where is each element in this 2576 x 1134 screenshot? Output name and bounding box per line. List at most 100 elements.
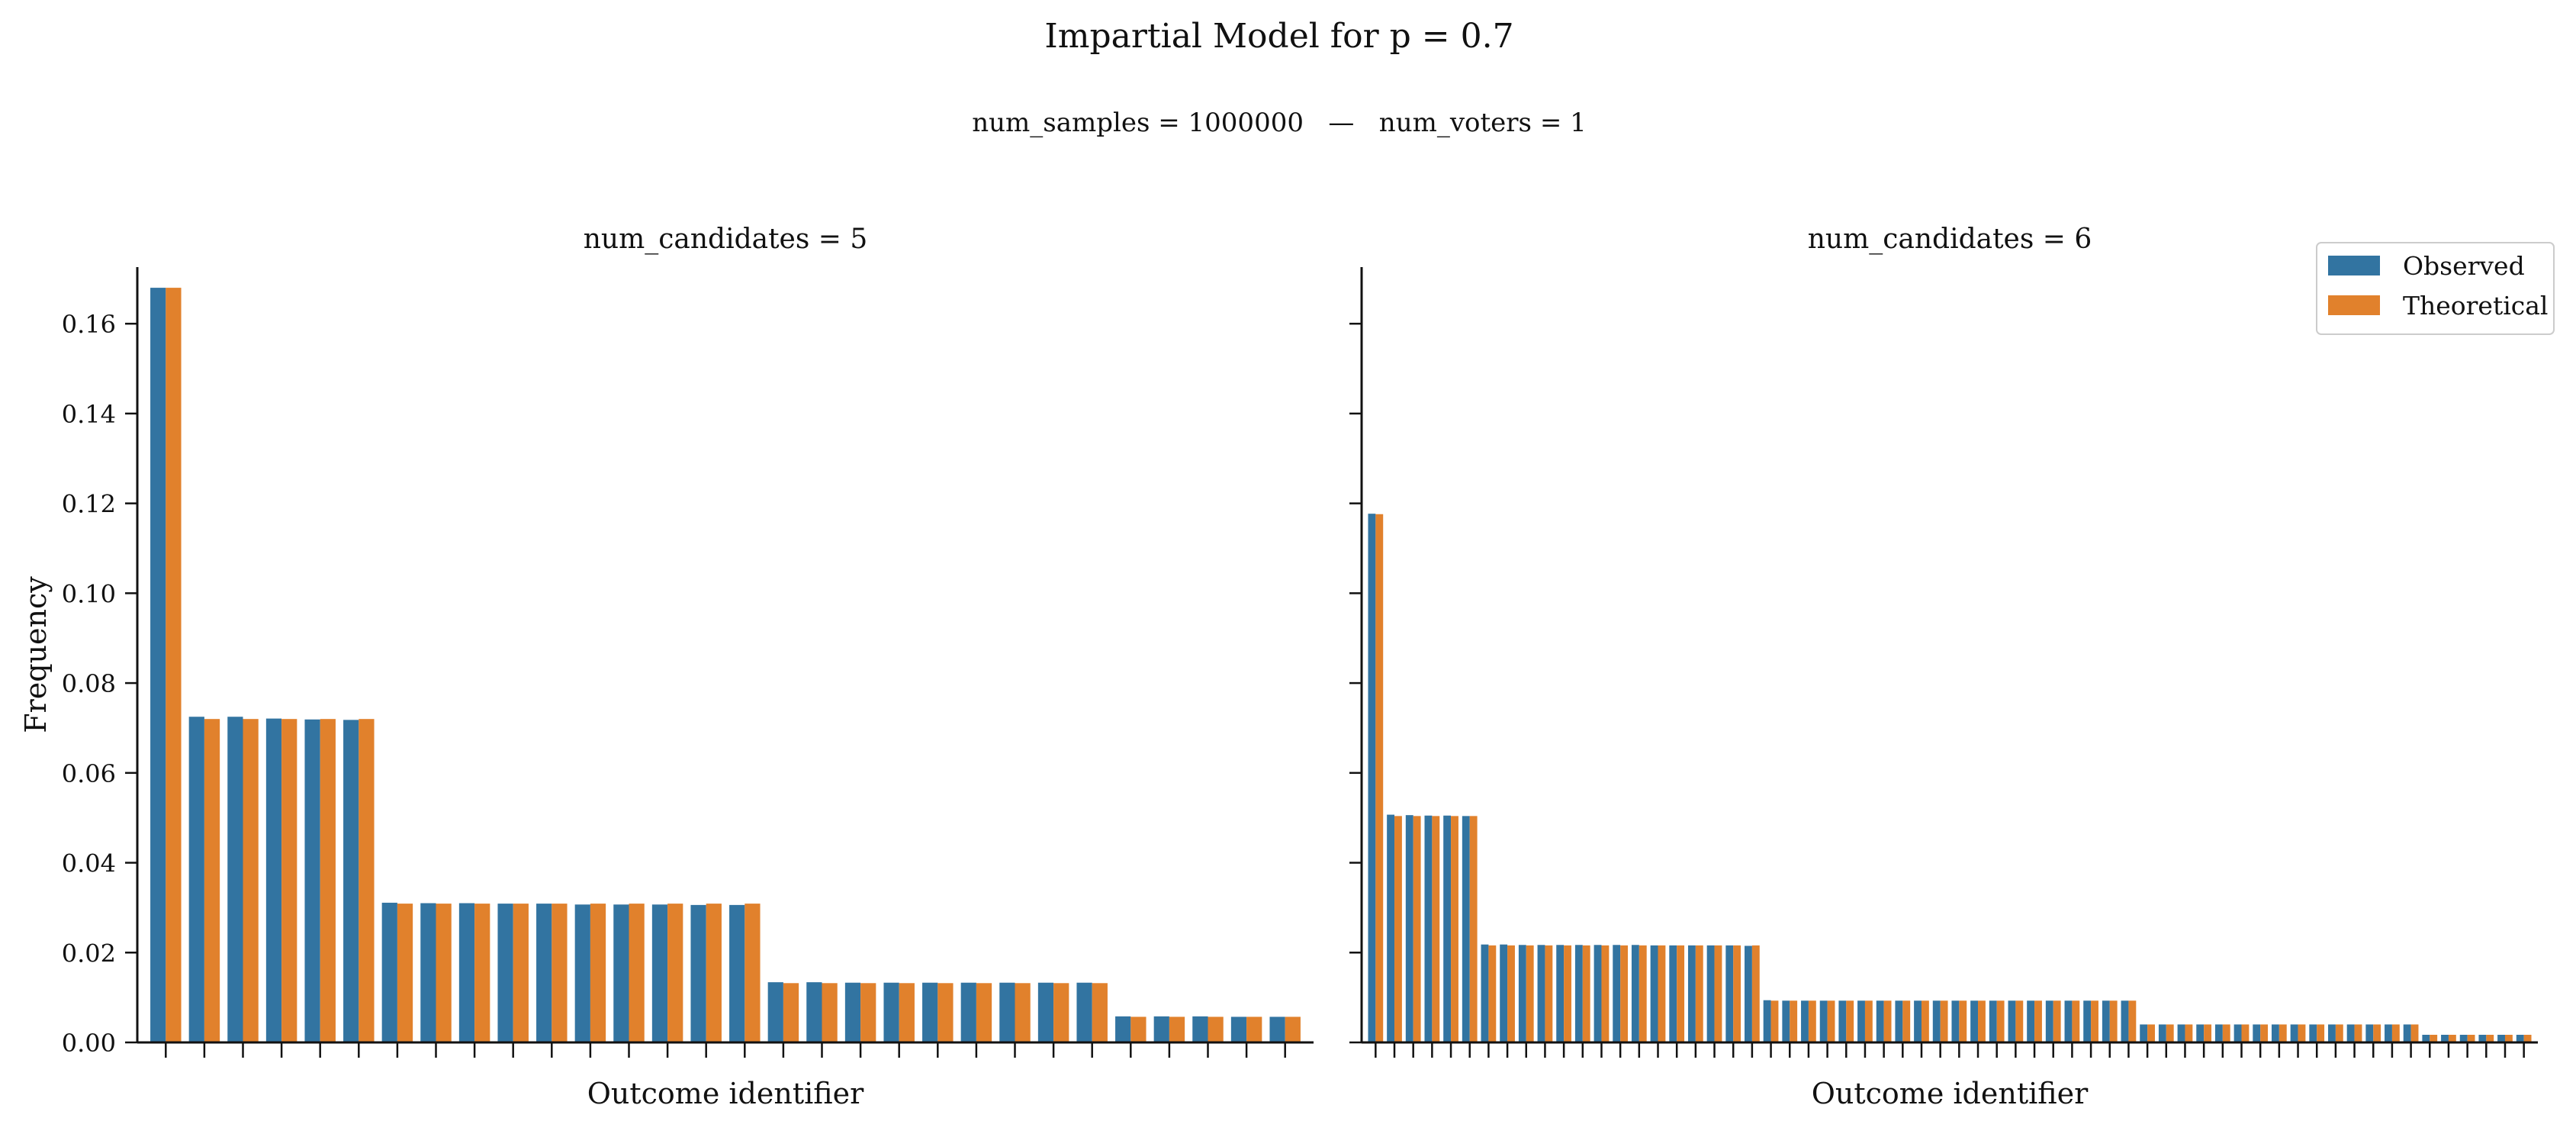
- bar-theoretical: [744, 904, 761, 1042]
- bar-theoretical: [783, 983, 799, 1042]
- bar-theoretical: [1996, 1000, 2005, 1042]
- bar-observed: [651, 904, 668, 1042]
- bar-observed: [690, 904, 706, 1042]
- bar-theoretical: [2204, 1024, 2212, 1042]
- bar-observed: [2403, 1024, 2411, 1042]
- bar-theoretical: [436, 904, 452, 1042]
- bar-observed: [2214, 1024, 2223, 1042]
- legend-swatch-theoretical: [2328, 295, 2380, 315]
- bar-observed: [2158, 1024, 2166, 1042]
- bar-theoretical: [1246, 1016, 1262, 1042]
- y-tick-label: 0.12: [62, 490, 116, 519]
- bar-observed: [1443, 815, 1452, 1042]
- bar-observed: [1801, 1000, 1809, 1042]
- bar-observed: [2441, 1034, 2449, 1042]
- bar-theoretical: [937, 983, 954, 1042]
- bar-observed: [1745, 946, 1752, 1042]
- bar-observed: [922, 982, 938, 1042]
- bar-observed: [1462, 816, 1470, 1042]
- bar-theoretical: [822, 983, 838, 1042]
- y-tick-label: 0.08: [62, 669, 116, 698]
- bar-observed: [999, 982, 1015, 1042]
- bar-theoretical: [2147, 1024, 2155, 1042]
- bar-theoretical: [513, 904, 529, 1042]
- bar-theoretical: [1432, 816, 1440, 1042]
- bar-observed: [1192, 1016, 1208, 1042]
- bar-theoretical: [359, 719, 375, 1042]
- bar-observed: [381, 902, 397, 1042]
- bar-theoretical: [2034, 1000, 2042, 1042]
- bar-observed: [1932, 1000, 1941, 1042]
- bar-theoretical: [1601, 945, 1610, 1042]
- bar-theoretical: [1902, 1000, 1911, 1042]
- bar-theoretical: [860, 983, 876, 1042]
- bar-observed: [1951, 1000, 1960, 1042]
- panel-title: num_candidates = 5: [584, 224, 868, 255]
- bar-theoretical: [1582, 945, 1590, 1042]
- bar-theoretical: [667, 904, 683, 1042]
- bar-observed: [1650, 945, 1658, 1042]
- bar-theoretical: [2523, 1034, 2532, 1042]
- bar-observed: [1613, 945, 1621, 1042]
- bar-observed: [420, 903, 436, 1042]
- figure-title: Impartial Model for p = 0.7: [1044, 17, 1513, 56]
- bar-theoretical: [2053, 1000, 2061, 1042]
- bar-observed: [1687, 945, 1696, 1042]
- bar-theoretical: [2317, 1024, 2325, 1042]
- bar-observed: [2478, 1034, 2487, 1042]
- bar-theoretical: [1285, 1016, 1301, 1042]
- bar-theoretical: [1564, 945, 1571, 1042]
- bar-observed: [458, 903, 475, 1042]
- x-axis-label: Outcome identifier: [1812, 1077, 2089, 1110]
- bar-observed: [2233, 1024, 2242, 1042]
- bar-observed: [497, 904, 513, 1042]
- bar-observed: [2459, 1034, 2468, 1042]
- bar-theoretical: [2241, 1024, 2250, 1042]
- bar-observed: [1574, 945, 1583, 1042]
- bar-theoretical: [1978, 1000, 1986, 1042]
- bar-observed: [265, 718, 282, 1042]
- bar-observed: [1037, 982, 1054, 1042]
- bar-observed: [1481, 944, 1489, 1042]
- bar-observed: [1631, 945, 1639, 1042]
- bar-observed: [883, 982, 899, 1042]
- chart-panel-1: 0.00 0.02 0.04 0.06 0.08 0.10 0.12 0.14 0.16 num_…: [19, 224, 1314, 1110]
- y-tick-label: 0.14: [62, 400, 116, 429]
- bar-theoretical: [1808, 1000, 1816, 1042]
- bar-observed: [1857, 1000, 1865, 1042]
- bar-observed: [1763, 1000, 1771, 1042]
- bar-theoretical: [1959, 1000, 1967, 1042]
- legend-swatch-observed: [2328, 256, 2380, 275]
- y-tick-label: 0.16: [62, 310, 116, 339]
- bar-theoretical: [397, 904, 413, 1042]
- bar-observed: [1537, 945, 1545, 1042]
- bar-theoretical: [1751, 945, 1760, 1042]
- bar-observed: [1368, 514, 1376, 1042]
- y-axis-label: Frequency: [19, 576, 53, 733]
- bar-theoretical: [1545, 945, 1553, 1042]
- bar-theoretical: [2373, 1024, 2381, 1042]
- bar-observed: [2177, 1024, 2185, 1042]
- bar-theoretical: [1507, 945, 1515, 1042]
- bar-observed: [1838, 1000, 1847, 1042]
- bar-observed: [1895, 1000, 1903, 1042]
- bar-observed: [2045, 1000, 2053, 1042]
- bar-observed: [150, 288, 166, 1043]
- bar-theoretical: [1846, 1000, 1854, 1042]
- bar-theoretical: [474, 904, 490, 1042]
- bar-observed: [1269, 1016, 1285, 1042]
- bar-theoretical: [1733, 945, 1741, 1042]
- bar-observed: [729, 904, 745, 1042]
- bar-observed: [844, 982, 861, 1042]
- y-tick-label: 0.10: [62, 579, 116, 608]
- panel-title: num_candidates = 6: [1808, 224, 2092, 255]
- bar-theoretical: [1921, 1000, 1929, 1042]
- bar-observed: [1387, 814, 1395, 1042]
- bar-observed: [2196, 1024, 2205, 1042]
- bar-observed: [1970, 1000, 1979, 1042]
- legend-label: Theoretical: [2403, 291, 2549, 321]
- bar-theoretical: [2072, 1000, 2080, 1042]
- bar-theoretical: [1677, 945, 1685, 1042]
- bar-observed: [2328, 1024, 2336, 1042]
